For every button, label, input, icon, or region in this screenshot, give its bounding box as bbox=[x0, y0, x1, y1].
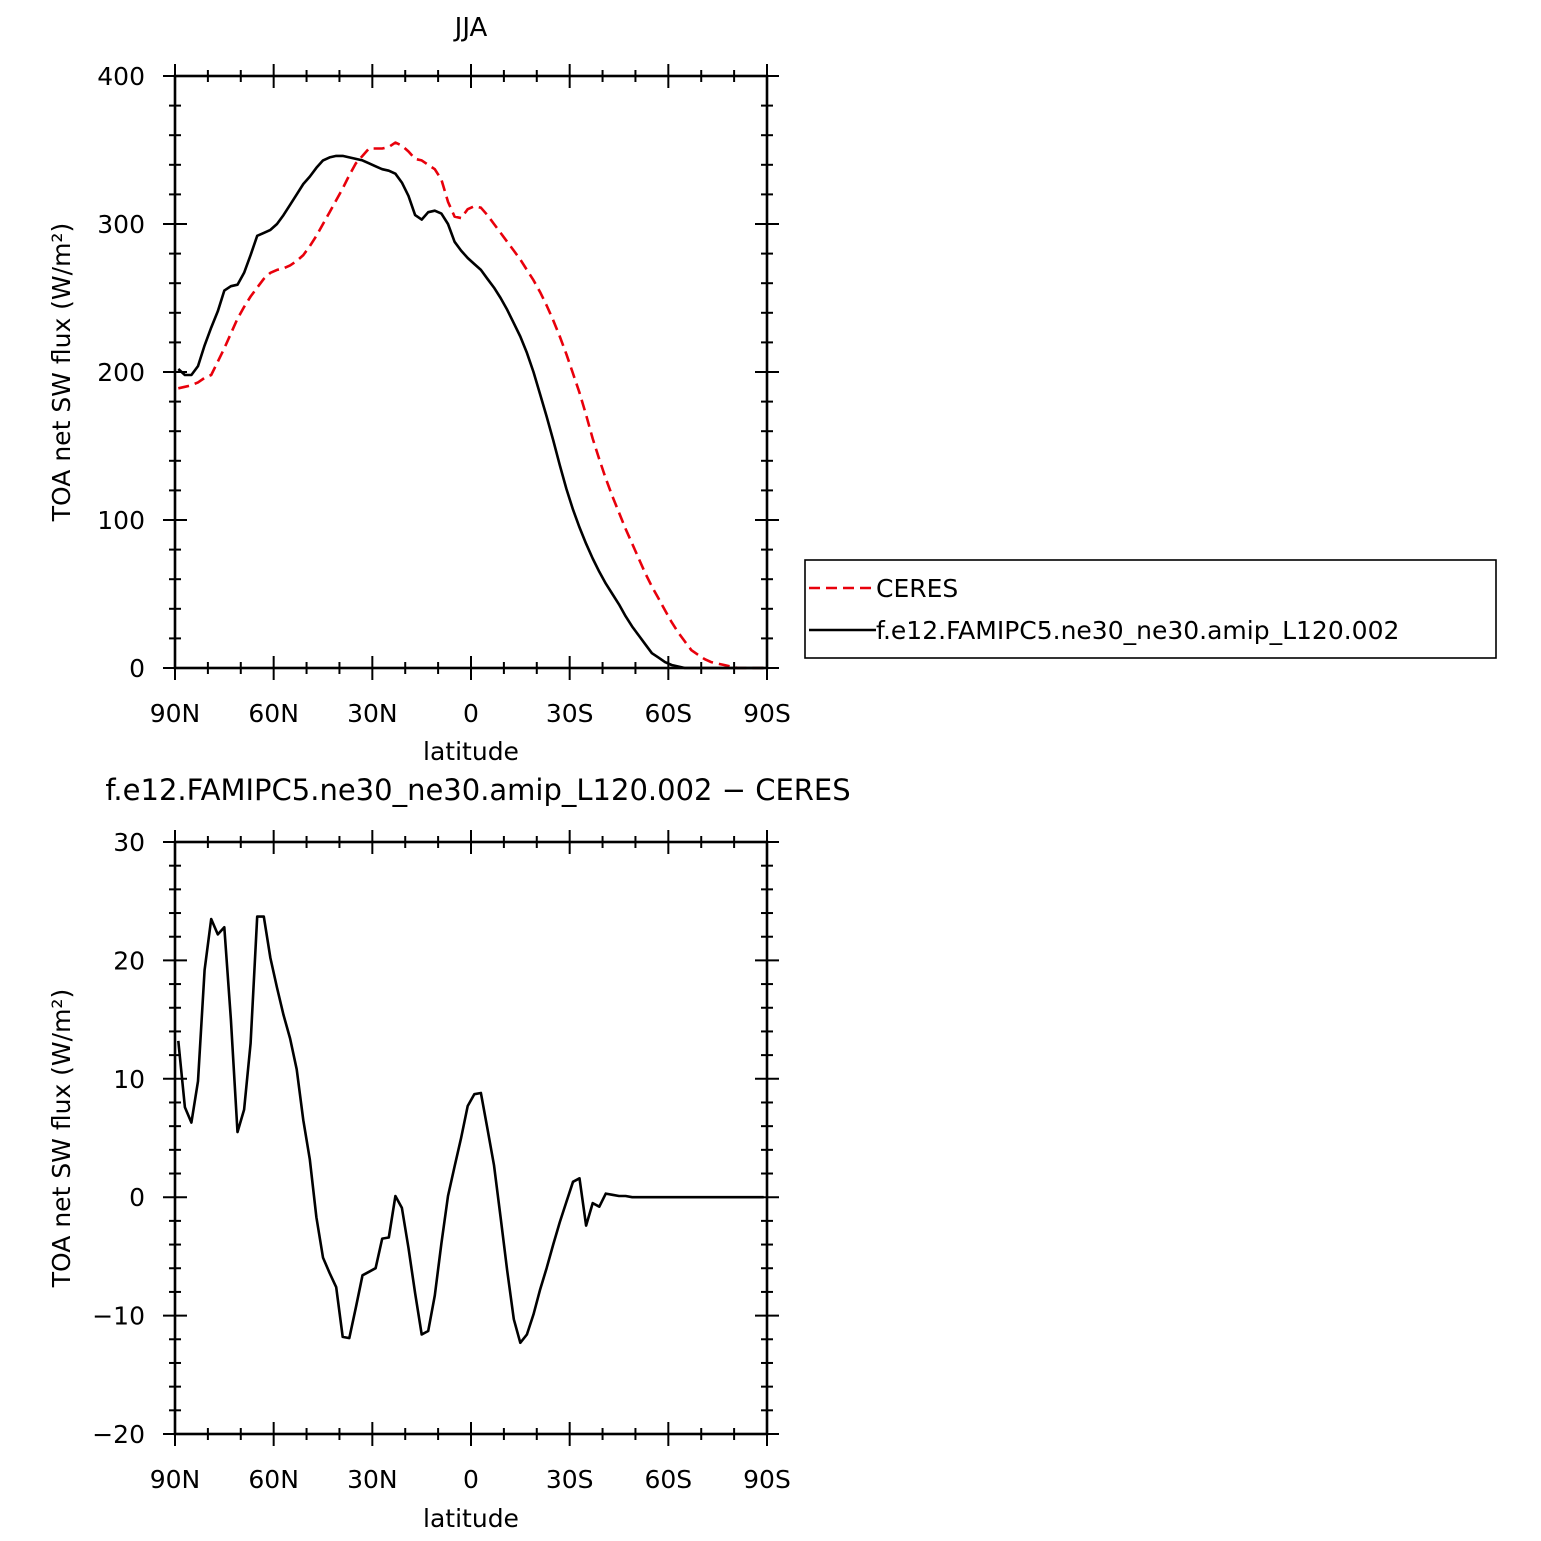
top-y-tick-label: 200 bbox=[97, 358, 145, 387]
top-x-tick-label: 60N bbox=[248, 699, 299, 728]
top-x-axis-label: latitude bbox=[423, 737, 519, 766]
top-y-tick-label: 0 bbox=[129, 654, 145, 683]
top-axis-ticks bbox=[163, 64, 779, 680]
top-x-tick-label: 90N bbox=[150, 699, 201, 728]
top-series-lines bbox=[177, 141, 764, 670]
top-series-line-ceres bbox=[178, 141, 764, 670]
top-x-tick-label: 0 bbox=[463, 699, 479, 728]
bottom-x-tick-label: 0 bbox=[463, 1465, 479, 1494]
bottom-x-tick-label: 60N bbox=[248, 1465, 299, 1494]
bottom-chart-title: f.e12.FAMIPC5.ne30_ne30.amip_L120.002 − … bbox=[105, 773, 850, 807]
bottom-y-tick-label: 30 bbox=[113, 828, 145, 857]
bottom-plot-frame bbox=[173, 840, 769, 1436]
bottom-series-lines bbox=[177, 915, 764, 1345]
bottom-axis-ticks bbox=[163, 830, 779, 1446]
top-x-tick-label: 30N bbox=[347, 699, 398, 728]
bottom-y-tick-label: −20 bbox=[92, 1420, 145, 1449]
top-x-tick-label: 60S bbox=[644, 699, 692, 728]
bottom-tick-labels: 90N 60N 30N 0 30S 60S 90S −20 −10 0 10 20 30 bbox=[92, 828, 791, 1494]
bottom-x-tick-label: 90N bbox=[150, 1465, 201, 1494]
bottom-y-tick-label: 10 bbox=[113, 1065, 145, 1094]
bottom-y-tick-label: 20 bbox=[113, 946, 145, 975]
bottom-x-tick-label: 30S bbox=[546, 1465, 594, 1494]
bottom-y-tick-label: 0 bbox=[129, 1183, 145, 1212]
bottom-y-tick-label: −10 bbox=[92, 1302, 145, 1331]
top-panel: JJA 90N 60N 30N 0 30S 60S 90S 0 100 200 300 400 lat… bbox=[47, 13, 791, 766]
legend-box bbox=[804, 559, 1497, 659]
top-series-line-model bbox=[177, 154, 764, 670]
legend-ceres-label: CERES bbox=[876, 574, 958, 603]
bottom-x-tick-label: 30N bbox=[347, 1465, 398, 1494]
top-y-tick-label: 100 bbox=[97, 506, 145, 535]
top-x-tick-label: 90S bbox=[743, 699, 791, 728]
bottom-x-tick-label: 90S bbox=[743, 1465, 791, 1494]
legend-model-label: f.e12.FAMIPC5.ne30_ne30.amip_L120.002 bbox=[876, 616, 1399, 645]
bottom-x-axis-label: latitude bbox=[423, 1504, 519, 1533]
top-plot-frame bbox=[173, 74, 769, 670]
legend: CERES f.e12.FAMIPC5.ne30_ne30.amip_L120.… bbox=[804, 559, 1497, 659]
bottom-panel: f.e12.FAMIPC5.ne30_ne30.amip_L120.002 − … bbox=[47, 773, 851, 1533]
top-tick-labels: 90N 60N 30N 0 30S 60S 90S 0 100 200 300 400 bbox=[97, 62, 791, 728]
top-y-axis-label: TOA net SW flux (W/m²) bbox=[47, 223, 76, 522]
top-chart-title: JJA bbox=[453, 13, 488, 43]
top-y-tick-label: 400 bbox=[97, 62, 145, 91]
bottom-x-tick-label: 60S bbox=[644, 1465, 692, 1494]
top-x-tick-label: 30S bbox=[546, 699, 594, 728]
top-y-tick-label: 300 bbox=[97, 210, 145, 239]
bottom-series-line-model bbox=[177, 915, 764, 1345]
bottom-y-axis-label: TOA net SW flux (W/m²) bbox=[47, 989, 76, 1288]
